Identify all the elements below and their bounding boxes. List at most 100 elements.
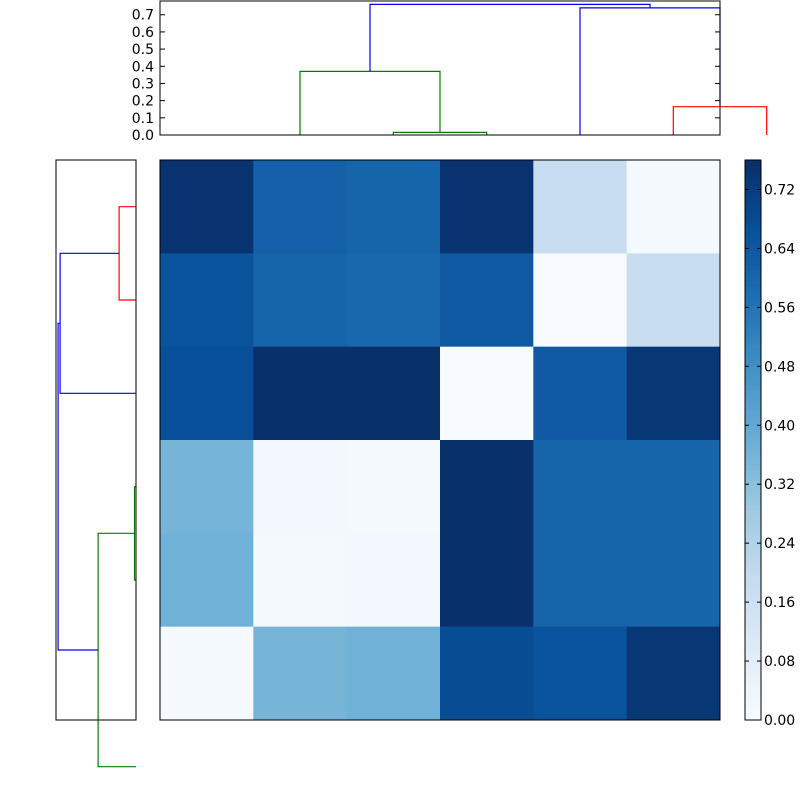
colorbar-gradient-step [745,370,761,376]
colorbar-gradient-step [745,360,761,366]
colorbar-gradient-step [745,615,761,621]
top-dendrogram-ytick-label: 0.7 [132,8,154,24]
heatmap-cell [533,160,628,254]
heatmap-frame [159,159,721,721]
heatmap-cell [626,626,721,721]
heatmap-cell [346,440,441,534]
top-dendrogram: 0.00.10.2 0.30.40.50.60.7 [132,0,768,144]
heatmap-cell [346,533,441,628]
colorbar-gradient-step [745,565,761,571]
heatmap-cell [160,626,254,721]
colorbar-gradient-step [745,625,761,631]
heatmap-cell [253,626,348,721]
colorbar-tick-label: 0.32 [764,477,795,493]
colorbar-gradient-step [745,525,761,531]
colorbar-gradient-step [745,605,761,611]
heatmap-cell [346,346,441,441]
colorbar-gradient-step [745,635,761,641]
heatmap-cell [533,253,628,348]
colorbar-gradient-step [745,225,761,231]
colorbar-gradient-step [745,665,761,671]
colorbar-gradient-step [745,185,761,191]
colorbar-gradient-step [745,235,761,241]
colorbar-gradient-step [745,645,761,651]
heatmap [159,159,721,721]
colorbar-gradient-step [745,300,761,306]
top-dendrogram-ytick-label: 0.4 [132,59,154,75]
colorbar-gradient-step [745,335,761,341]
colorbar-gradient-step [745,220,761,226]
colorbar-gradient-step [745,700,761,706]
heatmap-cell [626,160,721,254]
heatmap-cell [160,440,254,534]
colorbar-gradient-step [745,255,761,261]
heatmap-cell [533,533,628,628]
colorbar-gradient-step [745,535,761,541]
colorbar-gradient-step [745,450,761,456]
colorbar-gradient-step [745,170,761,176]
colorbar-gradient-step [745,295,761,301]
colorbar-gradient-step [745,560,761,566]
left-dendrogram-frame [55,159,137,721]
colorbar-gradient-step [745,410,761,416]
heatmap-cell [533,346,628,441]
colorbar-gradient-step [745,530,761,536]
colorbar-gradient-step [745,240,761,246]
colorbar-gradient-step [745,400,761,406]
colorbar-gradient-step [745,550,761,556]
colorbar-gradient-step [745,250,761,256]
colorbar-gradient-step [745,480,761,486]
colorbar-gradient-step [745,660,761,666]
colorbar-gradient-step [745,430,761,436]
colorbar-gradient-step [745,620,761,626]
heatmap-cell [440,346,534,441]
colorbar-gradient-step [745,275,761,281]
colorbar-gradient-step [745,320,761,326]
colorbar-gradient-step [745,210,761,216]
top-dendrogram-ytick-label: 0.1 [132,111,154,127]
colorbar-gradient-step [745,705,761,711]
top-dendrogram-link [369,3,651,72]
colorbar-gradient-step [745,165,761,171]
colorbar-gradient-step [745,610,761,616]
heatmap-cell [253,253,348,348]
top-dendrogram-ytick-label: 0.0 [132,128,154,144]
colorbar-gradient-step [745,470,761,476]
colorbar-gradient-step [745,215,761,221]
heatmap-cell [253,533,348,628]
colorbar-gradient-step [745,440,761,446]
colorbar-tick-label: 0.08 [764,654,795,670]
colorbar-gradient-step [745,455,761,461]
colorbar-gradient-step [745,600,761,606]
colorbar-gradient-step [745,540,761,546]
heatmap-cell [533,626,628,721]
colorbar-tick-label: 0.40 [764,418,795,434]
colorbar-gradient-step [745,445,761,451]
heatmap-cell [626,533,721,628]
colorbar-gradient-step [745,670,761,676]
colorbar-gradient-step [745,650,761,656]
colorbar-gradient-step [745,495,761,501]
colorbar-gradient-step [745,465,761,471]
colorbar-gradient-step [745,555,761,561]
colorbar-gradient-step [745,280,761,286]
top-dendrogram-ytick-label: 0.5 [132,42,154,58]
colorbar-gradient-step [745,715,761,721]
colorbar-gradient-step [745,305,761,311]
colorbar-frame [744,159,762,721]
heatmap-cell [346,160,441,254]
colorbar-gradient-step [745,315,761,321]
heatmap-cell [160,533,254,628]
left-dendrogram [55,159,137,768]
heatmap-cell [346,253,441,348]
colorbar: 0.00 0.08 0.16 0.24 0.32 0.40 0.48 0.56 0.64 0.72 [744,159,795,729]
colorbar-tick-label: 0.56 [764,300,795,316]
heatmap-cell [160,160,254,254]
colorbar-gradient-step [745,420,761,426]
colorbar-gradient-step [745,515,761,521]
colorbar-gradient-step [745,435,761,441]
colorbar-tick-label: 0.72 [764,182,795,198]
colorbar-gradient-step [745,375,761,381]
colorbar-tick-label: 0.00 [764,713,795,729]
colorbar-gradient-step [745,685,761,691]
